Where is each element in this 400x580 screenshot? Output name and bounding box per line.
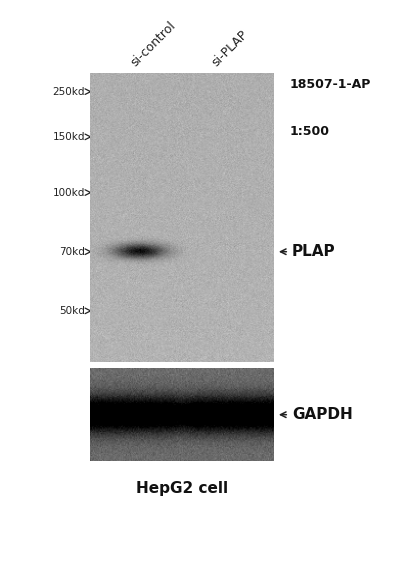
Text: 50kd: 50kd (59, 306, 85, 316)
Text: HepG2 cell: HepG2 cell (136, 481, 228, 496)
Text: PLAP: PLAP (292, 244, 336, 259)
Text: 18507-1-AP: 18507-1-AP (290, 78, 371, 91)
Text: 70kd: 70kd (59, 246, 85, 257)
Text: 1:500: 1:500 (290, 125, 330, 137)
Text: 150kd: 150kd (53, 132, 85, 142)
Text: 250kd: 250kd (53, 86, 85, 97)
Text: WWW.PTGAB.COM: WWW.PTGAB.COM (96, 237, 105, 320)
Text: si-PLAP: si-PLAP (210, 28, 251, 70)
Text: si-control: si-control (129, 20, 179, 70)
Text: GAPDH: GAPDH (292, 407, 353, 422)
Text: 100kd: 100kd (53, 187, 85, 198)
